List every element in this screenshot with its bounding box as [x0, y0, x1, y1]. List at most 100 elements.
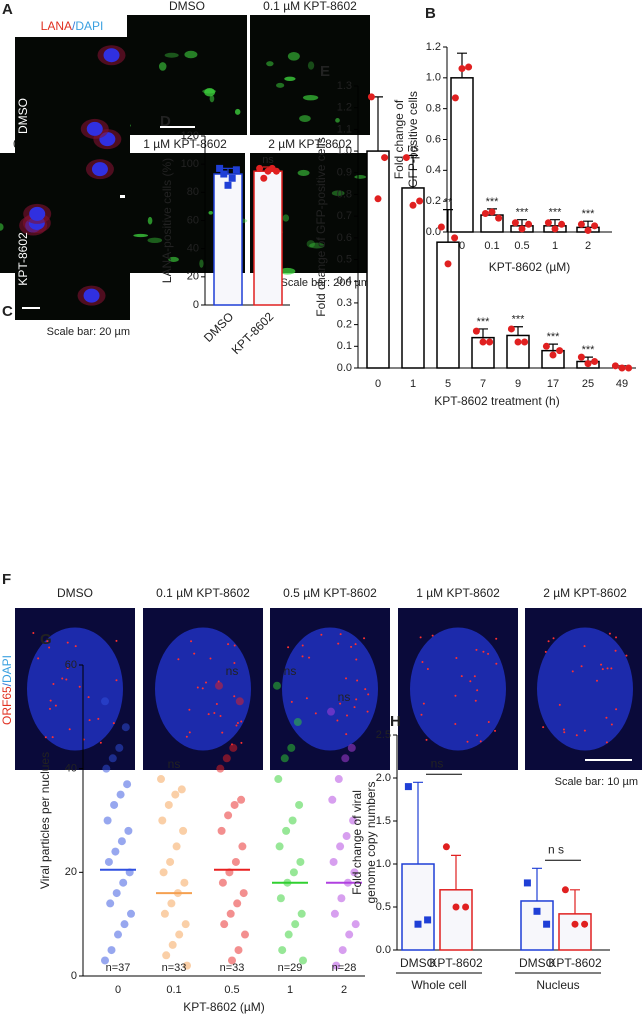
- particle: [583, 645, 586, 648]
- particle: [54, 704, 57, 707]
- data-point: [180, 878, 189, 887]
- data-point: [166, 857, 175, 866]
- data-point: [465, 63, 473, 71]
- micrograph: [143, 608, 263, 770]
- particle: [474, 699, 477, 702]
- particle: [205, 681, 208, 684]
- data-point: [293, 718, 302, 727]
- cell: [208, 210, 213, 215]
- image-label: DMSO: [57, 586, 93, 600]
- y-axis-label: Fold change of viral: [350, 790, 364, 895]
- bar: [253, 170, 283, 306]
- data-point: [107, 946, 116, 955]
- particle: [558, 703, 561, 706]
- particle: [240, 741, 243, 744]
- y-tick-label: 0.4: [426, 164, 441, 176]
- particle: [65, 678, 68, 681]
- n-label: n=29: [278, 962, 303, 974]
- data-point: [577, 353, 585, 361]
- particle: [233, 695, 236, 698]
- particle: [221, 731, 224, 734]
- comparison-label: ns: [431, 756, 444, 770]
- y-tick-label: 0.7: [337, 210, 352, 222]
- nucleus: [86, 121, 103, 136]
- x-tick-label: 0.5: [224, 984, 239, 996]
- data-point: [284, 930, 293, 939]
- particle: [66, 641, 69, 644]
- x-tick-label: 0: [459, 240, 465, 252]
- bar: [401, 187, 425, 369]
- x-tick-label: 17: [547, 378, 559, 390]
- data-point: [278, 946, 287, 955]
- error-bar: [550, 219, 560, 226]
- image-bg: [127, 15, 247, 135]
- data-point: [571, 920, 579, 928]
- data-point: [233, 899, 242, 908]
- annotation: ***: [549, 207, 563, 219]
- particle: [339, 633, 342, 636]
- data-point: [274, 775, 283, 784]
- x-tick-label: 2: [585, 240, 591, 252]
- particle: [495, 637, 498, 640]
- data-point: [345, 930, 354, 939]
- cell: [331, 190, 345, 196]
- y-tick-label: 0.9: [337, 167, 352, 179]
- data-point: [581, 920, 589, 928]
- particle: [476, 734, 479, 737]
- data-point: [183, 961, 191, 970]
- error-bar: [373, 96, 383, 152]
- micrograph: [15, 37, 130, 195]
- data-point: [273, 681, 281, 690]
- y-tick-label: 0.2: [426, 195, 441, 207]
- x-tick-label: DMSO: [519, 956, 555, 970]
- n-label: n=37: [106, 962, 131, 974]
- y-axis-label: genome copy numbers: [364, 781, 378, 903]
- data-point: [241, 930, 249, 939]
- particle: [615, 708, 618, 711]
- y-tick-label: 1.2: [337, 102, 352, 114]
- particle: [320, 633, 323, 636]
- y-tick-label: 2.0: [376, 772, 391, 784]
- particle: [475, 648, 478, 651]
- data-point: [116, 790, 125, 799]
- data-point: [507, 325, 515, 333]
- data-point: [472, 327, 480, 335]
- scale-bar-label: Scale bar: 200 µm: [281, 277, 371, 289]
- data-point: [618, 364, 626, 372]
- y-tick-label: 0.8: [337, 188, 352, 200]
- panel-letter: D: [160, 113, 171, 130]
- data-point: [123, 780, 132, 789]
- micrograph: [123, 15, 247, 135]
- data-point: [101, 697, 109, 706]
- x-tick-label: 0: [115, 984, 121, 996]
- particle: [552, 637, 555, 640]
- particle: [608, 632, 611, 635]
- data-point: [216, 764, 225, 773]
- comparison-label: n s: [548, 842, 564, 856]
- panel-letter: G: [40, 631, 52, 648]
- data-point: [299, 956, 307, 965]
- data-point: [424, 916, 432, 924]
- data-point: [549, 351, 557, 359]
- data-point: [115, 743, 124, 752]
- data-point: [381, 154, 389, 162]
- particle: [287, 646, 290, 649]
- particle: [74, 645, 77, 648]
- y-tick-label: 0.1: [337, 340, 352, 352]
- particle: [188, 708, 191, 711]
- particle: [345, 733, 348, 736]
- data-point: [111, 847, 120, 856]
- cell: [209, 95, 215, 103]
- image-label: 2 µM KPT-8602: [543, 586, 627, 600]
- data-point: [561, 886, 569, 894]
- data-point: [272, 167, 280, 175]
- data-point: [234, 946, 243, 955]
- particle: [487, 720, 490, 723]
- data-point: [511, 219, 519, 227]
- x-tick-label: 5: [445, 378, 451, 390]
- particle: [196, 686, 199, 689]
- nucleus: [27, 627, 123, 751]
- data-point: [327, 707, 335, 716]
- particle: [66, 666, 69, 669]
- x-axis-label: KPT-8602 (µM): [183, 1000, 265, 1014]
